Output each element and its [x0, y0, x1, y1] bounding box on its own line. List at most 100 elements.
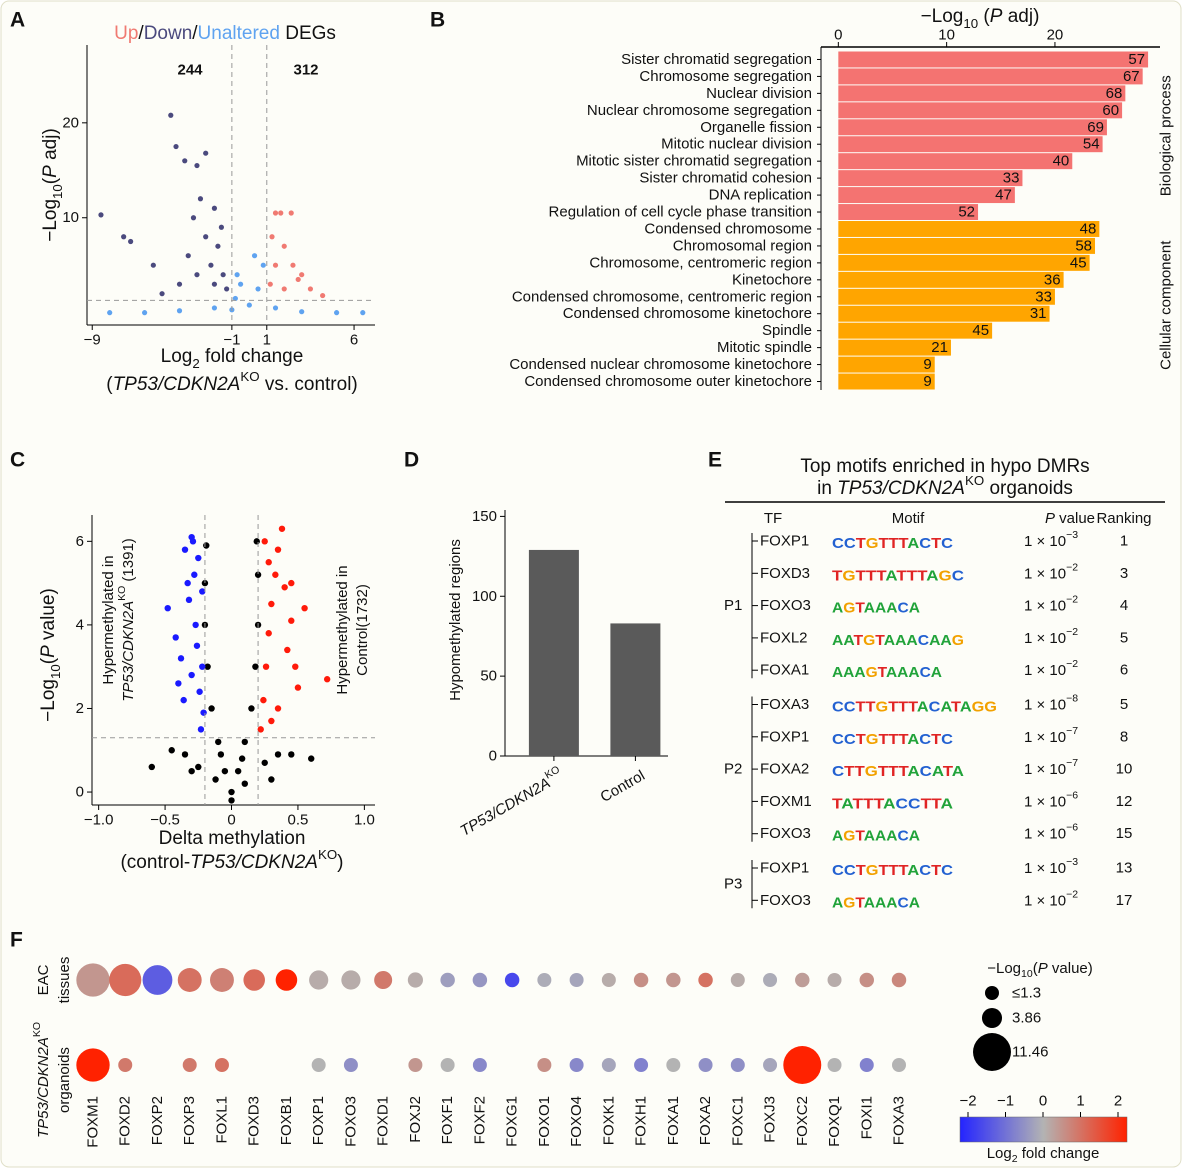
category-label: Organelle fission — [700, 119, 812, 136]
count-label: 68 — [1106, 85, 1123, 102]
chart-title-part: ( — [978, 6, 990, 27]
table-header: Ranking — [1096, 510, 1151, 527]
motif-logo: CCTGTTTACTC — [832, 862, 953, 879]
motif-letter: G — [843, 827, 855, 844]
point — [189, 538, 197, 545]
point — [176, 281, 183, 287]
count-label: 312 — [293, 62, 318, 79]
tf-name: FOXO3 — [760, 597, 811, 614]
dot — [182, 1058, 197, 1072]
motif-letter: C — [919, 535, 931, 552]
p-value: 1 × 10−7 — [1024, 725, 1078, 746]
point — [267, 281, 273, 287]
motif-letter: A — [841, 795, 854, 812]
category-label: Mitotic spindle — [717, 339, 812, 356]
column-label: FOXC1 — [729, 1096, 746, 1146]
point — [234, 272, 240, 278]
motif-letter: A — [940, 698, 952, 715]
count-label: 36 — [1044, 271, 1061, 288]
point — [180, 696, 187, 704]
x-axis-label-part: Delta methylation — [159, 828, 306, 849]
chart-title-part: 10 — [963, 16, 978, 31]
category-label: Condensed chromosome kinetochore — [563, 305, 812, 322]
count-label: 57 — [1128, 51, 1145, 68]
p-value-part: −6 — [1066, 822, 1078, 834]
p-value-part: 1 × 10 — [1024, 761, 1066, 778]
motif-letter: G — [876, 698, 889, 715]
p-value: 1 × 10−2 — [1024, 658, 1078, 679]
table-header-part: Ranking — [1096, 510, 1151, 527]
chart-title: −Log10 (P adj) — [921, 6, 1040, 32]
point — [272, 571, 279, 578]
motif-letter: T — [863, 795, 874, 812]
bar — [528, 549, 579, 756]
bar — [838, 119, 1107, 136]
table-title-part: Top motifs enriched in hypo DMRs — [800, 456, 1089, 477]
y-axis-label-part: value) — [38, 588, 59, 645]
category-label: Chromosome, centromeric region — [589, 254, 812, 271]
motif-letter: G — [863, 631, 875, 648]
motif-letter: A — [864, 894, 875, 911]
dot — [698, 972, 713, 988]
chart-title-part: / — [192, 23, 198, 44]
bar — [838, 254, 1090, 271]
y-tick-label: 4 — [76, 616, 84, 633]
tf-name: FOXM1 — [760, 793, 812, 810]
y-axis-label: −Log10(P value) — [38, 588, 64, 722]
chart-title-part: / — [138, 23, 144, 44]
point — [199, 588, 206, 595]
point — [185, 596, 193, 604]
dot — [504, 972, 520, 988]
point — [128, 238, 134, 245]
point — [164, 604, 171, 612]
table-header: P value — [1045, 510, 1095, 527]
dot — [891, 972, 907, 988]
motif-letter: T — [875, 631, 884, 648]
motif-letter: A — [832, 599, 843, 616]
motif-letter: C — [918, 631, 930, 648]
point — [360, 310, 366, 316]
legend-title-part: −Log — [987, 960, 1021, 977]
dot — [214, 1058, 229, 1072]
y-tick-label: 0 — [76, 784, 84, 801]
point — [176, 308, 183, 314]
motif-letter: T — [878, 763, 888, 780]
point — [185, 253, 191, 259]
annotation: Hypermethylated in — [100, 555, 117, 684]
motif-letter: C — [920, 763, 932, 780]
dot — [795, 972, 810, 988]
motif-letter: A — [832, 827, 843, 844]
point — [199, 663, 206, 670]
motif-letter: A — [886, 827, 897, 844]
motif-letter: T — [856, 730, 866, 747]
point — [98, 212, 104, 218]
count-label: 9 — [923, 356, 931, 373]
motif-letter: T — [855, 599, 864, 616]
y-axis-label-part: adj) — [40, 128, 61, 165]
table-header: Motif — [892, 510, 925, 527]
point — [182, 158, 188, 164]
point — [268, 717, 275, 725]
motif-letter: T — [874, 795, 884, 812]
point — [195, 554, 202, 562]
row-label: tissues — [56, 957, 73, 1004]
table-header-part: P — [1045, 510, 1055, 527]
ranking: 13 — [1116, 860, 1133, 877]
count-label: 60 — [1102, 102, 1119, 119]
dot — [109, 963, 142, 997]
x-axis-subtitle-part: TP53/CDKN2A — [190, 852, 318, 873]
p-value-part: 1 × 10 — [1024, 662, 1066, 679]
motif-logo: AAAGTAAACA — [832, 664, 942, 681]
chart-title-part: Up — [114, 23, 138, 44]
row-label: organoids — [56, 1047, 73, 1113]
point — [181, 751, 189, 758]
chart-title-part: −Log — [921, 6, 964, 27]
x-tick-label: 1 — [263, 332, 271, 349]
ranking: 3 — [1120, 565, 1128, 582]
motif-letter: T — [856, 535, 866, 552]
row-label-part: tissues — [56, 957, 73, 1004]
x-tick-label: −9 — [84, 332, 101, 349]
table-header-part: TF — [764, 510, 782, 527]
motif-logo: TG TTTATTTAG C — [832, 567, 964, 584]
point — [238, 755, 246, 762]
